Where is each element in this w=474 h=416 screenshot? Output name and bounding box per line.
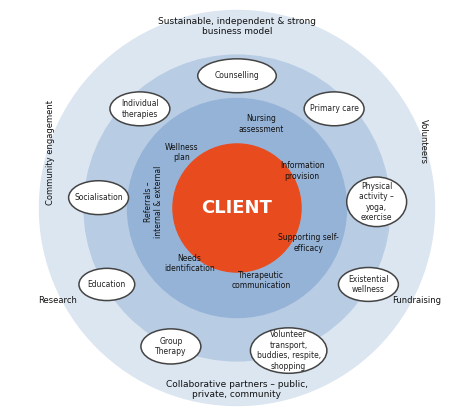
Text: Education: Education — [88, 280, 126, 289]
Text: Fundraising: Fundraising — [392, 297, 441, 305]
Text: Community engagement: Community engagement — [46, 100, 55, 205]
Ellipse shape — [110, 92, 170, 126]
Text: Primary care: Primary care — [310, 104, 358, 113]
Circle shape — [173, 144, 301, 272]
Text: Therapeutic
communication: Therapeutic communication — [231, 271, 291, 290]
Text: Volunteer
transport,
buddies, respite,
shopping: Volunteer transport, buddies, respite, s… — [256, 330, 321, 371]
Text: Wellness
plan: Wellness plan — [164, 143, 198, 162]
Circle shape — [84, 55, 390, 361]
Text: Counselling: Counselling — [215, 71, 259, 80]
Ellipse shape — [198, 59, 276, 93]
Ellipse shape — [79, 268, 135, 301]
Text: Physical
activity –
yoga,
exercise: Physical activity – yoga, exercise — [359, 182, 394, 222]
Text: CLIENT: CLIENT — [201, 199, 273, 217]
Circle shape — [128, 99, 346, 317]
Text: Needs
identification: Needs identification — [164, 254, 215, 273]
Ellipse shape — [346, 177, 407, 227]
Text: Individual
therapies: Individual therapies — [121, 99, 159, 119]
Ellipse shape — [141, 329, 201, 364]
Text: Supporting self-
efficacy: Supporting self- efficacy — [278, 233, 338, 253]
Text: Group
Therapy: Group Therapy — [155, 337, 187, 356]
Ellipse shape — [250, 328, 327, 373]
Ellipse shape — [304, 92, 364, 126]
Text: Socialisation: Socialisation — [74, 193, 123, 202]
Text: Existential
wellness: Existential wellness — [348, 275, 389, 294]
Text: Referrals –
internal & external: Referrals – internal & external — [144, 166, 163, 238]
Circle shape — [39, 10, 435, 406]
Text: Volunteers: Volunteers — [419, 119, 428, 164]
Text: Collaborative partners – public,
private, community: Collaborative partners – public, private… — [166, 379, 308, 399]
Text: Research: Research — [38, 297, 77, 305]
Text: Information
provision: Information provision — [280, 161, 325, 181]
Text: Sustainable, independent & strong
business model: Sustainable, independent & strong busine… — [158, 17, 316, 37]
Ellipse shape — [338, 267, 398, 301]
Text: Nursing
assessment: Nursing assessment — [238, 114, 283, 134]
Ellipse shape — [69, 181, 128, 215]
